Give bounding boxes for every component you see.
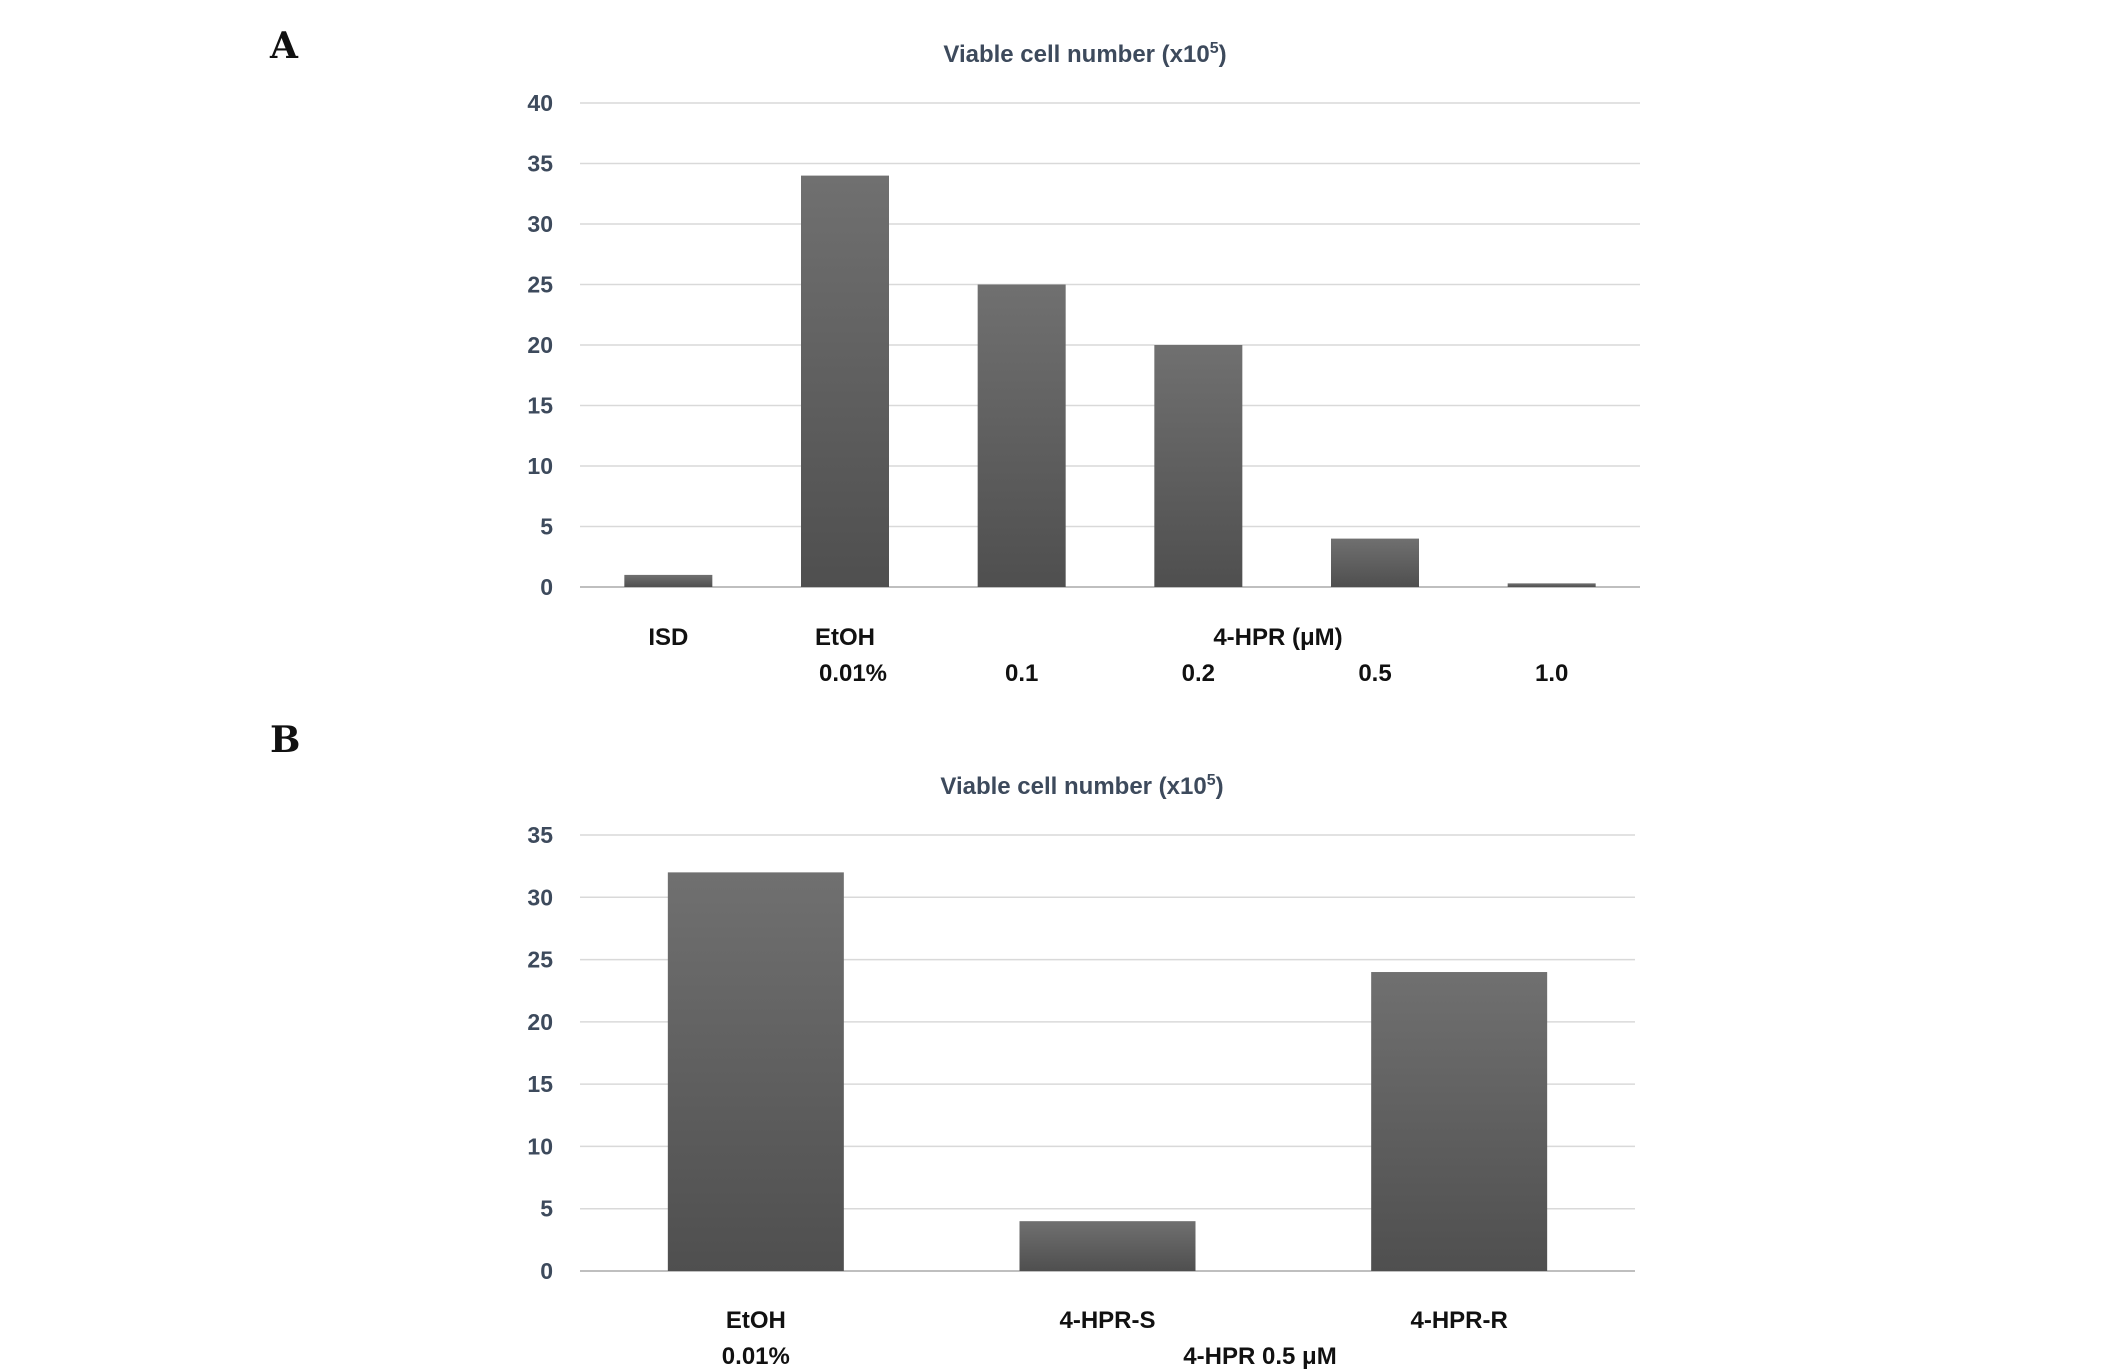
chart-b: B Viable cell number (x105) 0 5 10 15 20 25 30… [270, 719, 1635, 1370]
category-label: 4-HPR-R [1410, 1307, 1507, 1334]
bar [624, 574, 713, 587]
y-tick-label: 30 [527, 211, 553, 237]
y-tick-label: 20 [527, 1009, 553, 1035]
bar [1371, 972, 1548, 1271]
y-tick-label: 5 [540, 1196, 553, 1222]
chart-b-title: Viable cell number (x105) [940, 772, 1223, 800]
category-label: 0.1 [1005, 660, 1038, 687]
category-label: EtOH [726, 1307, 786, 1334]
chart-a-categories: ISD EtOH 0.01% 0.1 0.2 0.5 1.0 [648, 624, 1568, 687]
chart-b-bars [667, 872, 1548, 1271]
chart-a-gridlines [580, 102, 1640, 588]
category-label: 0.01% [819, 660, 887, 687]
bar [977, 284, 1066, 587]
bar [801, 175, 889, 587]
chart-b-categories: EtOH 0.01% 4-HPR-S 4-HPR-R [722, 1307, 1508, 1370]
chart-a-y-ticks: 0 5 10 15 20 25 30 35 40 [527, 90, 553, 600]
category-label: 0.2 [1182, 660, 1215, 687]
bar [1331, 538, 1419, 587]
y-tick-label: 30 [527, 884, 553, 910]
y-tick-label: 0 [540, 1258, 553, 1284]
y-tick-label: 35 [527, 151, 553, 177]
category-label: EtOH [815, 624, 875, 651]
category-label: 0.5 [1358, 660, 1391, 687]
bar [1507, 583, 1596, 587]
bar [1019, 1221, 1196, 1271]
category-label: 0.01% [722, 1343, 790, 1370]
bar [1154, 345, 1243, 587]
y-tick-label: 35 [527, 822, 553, 848]
category-label: ISD [648, 624, 688, 651]
y-tick-label: 0 [540, 574, 553, 600]
y-tick-label: 25 [527, 272, 553, 298]
panel-label-b: B [270, 719, 300, 761]
y-tick-label: 10 [527, 1133, 553, 1159]
chart-a-title: Viable cell number (x105) [943, 40, 1226, 68]
category-label: 4-HPR-S [1059, 1307, 1155, 1334]
chart-b-y-ticks: 0 5 10 15 20 25 30 35 [527, 822, 553, 1284]
chart-a-group-label: 4-HPR (μM) [1213, 624, 1342, 651]
category-label: 1.0 [1535, 660, 1568, 687]
chart-b-group-label: 4-HPR 0.5 μM [1183, 1343, 1336, 1370]
y-tick-label: 25 [527, 947, 553, 973]
y-tick-label: 15 [527, 393, 553, 419]
chart-a-bars [624, 175, 1596, 587]
bar [667, 872, 844, 1271]
y-tick-label: 20 [527, 332, 553, 358]
y-tick-label: 5 [540, 514, 553, 540]
y-tick-label: 10 [527, 453, 553, 479]
chart-a: A Viable cell number (x105) 0 5 10 15 20 25 30… [269, 25, 1640, 687]
y-tick-label: 40 [527, 90, 553, 116]
panel-label-a: A [269, 25, 299, 67]
y-tick-label: 15 [527, 1071, 553, 1097]
